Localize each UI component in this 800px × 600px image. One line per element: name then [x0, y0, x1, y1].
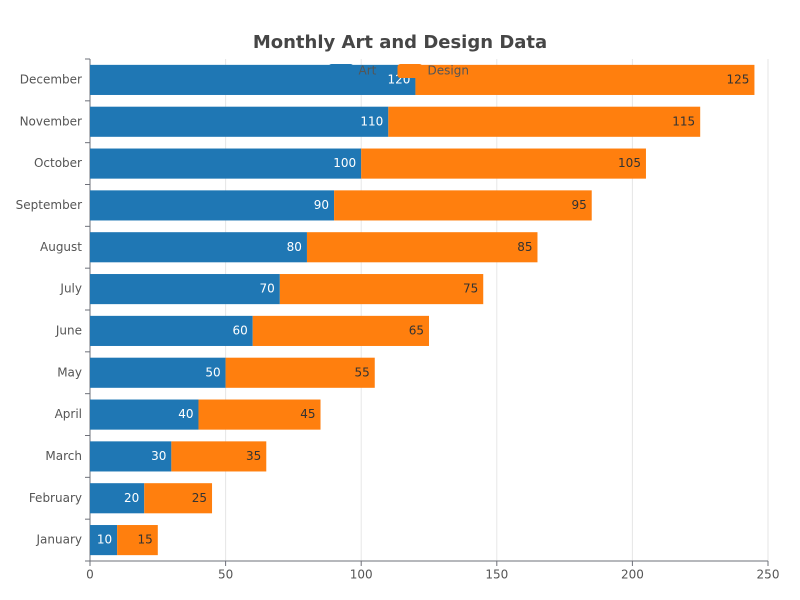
y-tick-label: September	[16, 198, 82, 212]
bar	[117, 525, 158, 556]
data-label: 85	[517, 240, 532, 254]
bar	[90, 190, 335, 221]
data-label: 65	[409, 323, 424, 337]
legend-label: Design	[428, 64, 469, 78]
data-label: 45	[300, 407, 315, 421]
data-label: 105	[618, 156, 641, 170]
bar	[90, 148, 362, 179]
x-tick-label: 0	[86, 568, 94, 582]
bar	[90, 525, 118, 556]
y-tick-label: May	[57, 365, 82, 379]
data-label: 75	[463, 282, 478, 296]
data-label: 110	[360, 114, 383, 128]
y-tick-label: July	[59, 282, 82, 296]
bar	[252, 315, 429, 346]
bar	[90, 357, 226, 388]
bar	[361, 148, 646, 179]
x-tick-label: 250	[757, 568, 780, 582]
bar	[144, 483, 213, 514]
data-label: 20	[124, 491, 139, 505]
data-label: 35	[246, 449, 261, 463]
data-label: 95	[571, 198, 586, 212]
x-tick-label: 100	[350, 568, 373, 582]
bar	[90, 232, 307, 263]
bar	[415, 64, 755, 95]
bar	[171, 441, 267, 472]
bar	[90, 399, 199, 430]
data-label: 60	[232, 323, 247, 337]
data-label: 40	[178, 407, 193, 421]
data-label: 100	[333, 156, 356, 170]
data-label: 90	[314, 198, 329, 212]
bar	[388, 106, 701, 137]
data-label: 70	[260, 282, 275, 296]
bar	[90, 315, 253, 346]
data-label: 125	[727, 72, 750, 86]
bar	[225, 357, 375, 388]
chart-title: Monthly Art and Design Data	[253, 32, 547, 53]
x-tick-label: 150	[485, 568, 508, 582]
x-tick-label: 200	[621, 568, 644, 582]
data-label: 30	[151, 449, 166, 463]
bar	[279, 274, 484, 305]
legend-label: Art	[359, 64, 377, 78]
bar	[306, 232, 538, 263]
x-tick-label: 50	[218, 568, 233, 582]
data-label: 55	[354, 365, 369, 379]
y-tick-label: March	[45, 449, 82, 463]
bar	[90, 441, 172, 472]
bar	[90, 274, 280, 305]
data-label: 15	[138, 533, 153, 547]
y-tick-label: January	[36, 533, 83, 547]
y-tick-label: August	[40, 240, 82, 254]
bar	[334, 190, 592, 221]
legend-swatch	[328, 64, 354, 78]
legend-swatch	[397, 64, 423, 78]
data-label: 50	[205, 365, 220, 379]
data-label: 10	[97, 533, 112, 547]
y-tick-label: December	[20, 72, 82, 86]
y-tick-label: February	[29, 491, 82, 505]
bar	[90, 64, 416, 95]
y-tick-label: October	[34, 156, 82, 170]
data-label: 115	[672, 114, 695, 128]
y-tick-label: June	[55, 323, 82, 337]
data-label: 80	[287, 240, 302, 254]
bar	[90, 483, 145, 514]
y-tick-label: November	[20, 114, 82, 128]
bar	[198, 399, 321, 430]
data-label: 25	[192, 491, 207, 505]
y-tick-label: April	[55, 407, 82, 421]
bar	[90, 106, 389, 137]
